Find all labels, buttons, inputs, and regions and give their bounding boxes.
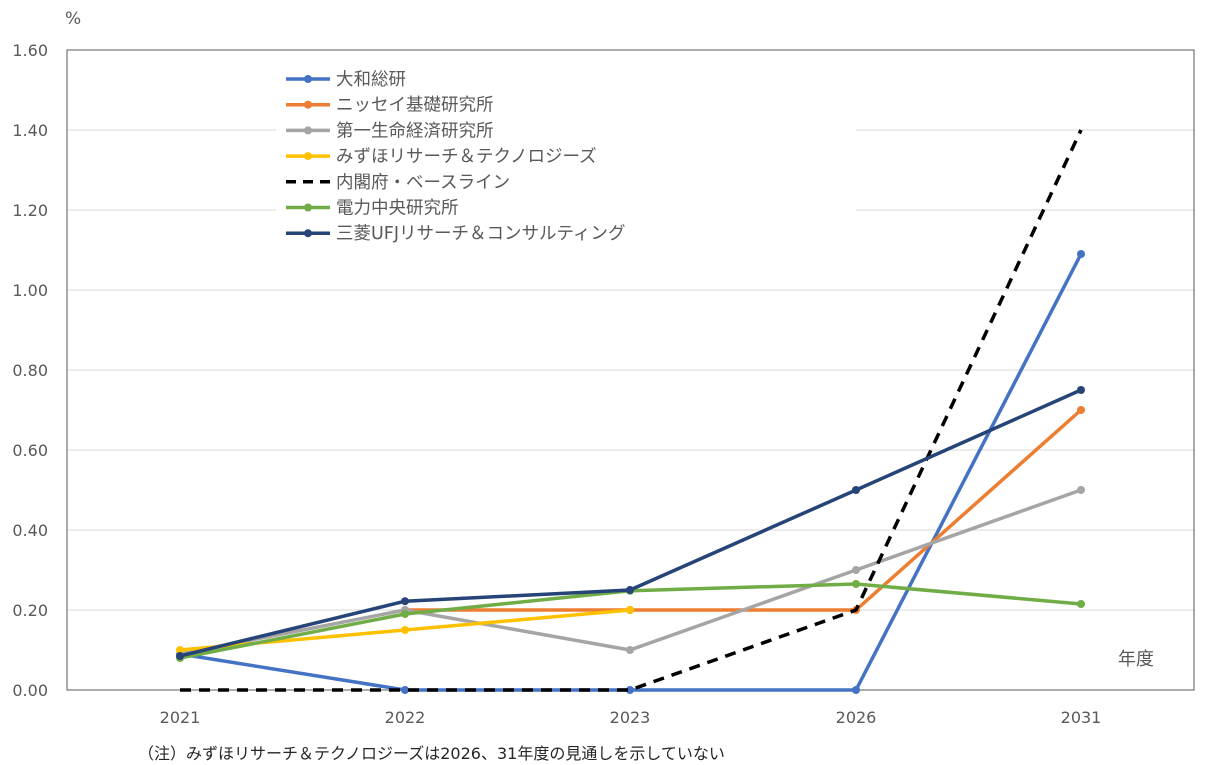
y-tick-label: 0.20 (12, 601, 48, 620)
legend: 大和総研ニッセイ基礎研究所第一生命経済研究所みずほリサーチ＆テクノロジーズ内閣府… (276, 64, 856, 244)
y-tick-label: 1.20 (12, 201, 48, 220)
y-tick-label: 0.60 (12, 441, 48, 460)
series-4-point (626, 606, 634, 614)
series-4-point (401, 626, 409, 634)
x-tick-label: 2023 (610, 708, 651, 727)
legend-label: 内閣府・ベースライン (336, 173, 510, 193)
x-tick-label: 2026 (836, 708, 877, 727)
series-3-point (1077, 486, 1085, 494)
series-2-point (1077, 406, 1085, 414)
series-1-point (401, 686, 409, 694)
series-6-point (852, 580, 860, 588)
x-axis-unit-label: 年度 (1118, 649, 1154, 670)
legend-marker (304, 75, 312, 83)
y-tick-label: 0.80 (12, 361, 48, 380)
legend-background (276, 64, 856, 244)
legend-label: ニッセイ基礎研究所 (336, 96, 494, 116)
legend-marker (304, 126, 312, 135)
legend-label: 大和総研 (336, 70, 406, 90)
series-layer (176, 129, 1085, 694)
y-tick-label: 0.40 (12, 521, 48, 540)
series-7-point (176, 652, 184, 660)
legend-label: 三菱UFJリサーチ＆コンサルティング (336, 224, 626, 244)
axis-layer: 0.00 0.20 0.40 0.60 0.80 1.00 1.20 1.40 1.60 2021… (12, 41, 1195, 727)
series-3-point (626, 646, 634, 654)
x-tick-label: 2021 (160, 708, 201, 727)
series-7-line (178, 388, 1083, 658)
series-7-point (401, 597, 409, 606)
legend-label: 電力中央研究所 (336, 199, 459, 219)
y-tick-label: 0.00 (12, 681, 48, 700)
series-4-point (176, 646, 184, 654)
legend-marker (304, 229, 312, 238)
legend-label: 第一生命経済研究所 (336, 121, 494, 141)
series-2-line (403, 408, 1083, 612)
y-axis-unit-label: % (65, 9, 81, 29)
x-tick-label: 2031 (1061, 708, 1102, 727)
series-6-point (401, 610, 409, 618)
series-1-point (852, 686, 860, 694)
footnote: （注）みずほリサーチ＆テクノロジーズは2026、31年度の見通しを示していない (138, 744, 725, 763)
series-1-point (1077, 250, 1085, 258)
series-3-point (852, 566, 860, 574)
series-7-point (626, 586, 634, 594)
y-tick-label: 1.00 (12, 281, 48, 300)
series-7 (176, 386, 1085, 660)
series-6-point (1077, 600, 1085, 608)
series-7-point (852, 486, 860, 494)
series-2 (401, 406, 1085, 614)
series-1-point (626, 686, 634, 694)
legend-marker (304, 203, 312, 212)
y-tick-label: 1.40 (12, 121, 48, 140)
chart-svg: 0.00 0.20 0.40 0.60 0.80 1.00 1.20 1.40 1.60 2021… (12, 9, 1195, 727)
y-tick-label: 1.60 (12, 41, 48, 60)
series-7-point (1077, 386, 1085, 394)
legend-label: みずほリサーチ＆テクノロジーズ (336, 147, 597, 167)
x-tick-label: 2022 (385, 708, 426, 727)
legend-marker (304, 100, 312, 109)
legend-marker (304, 152, 312, 161)
